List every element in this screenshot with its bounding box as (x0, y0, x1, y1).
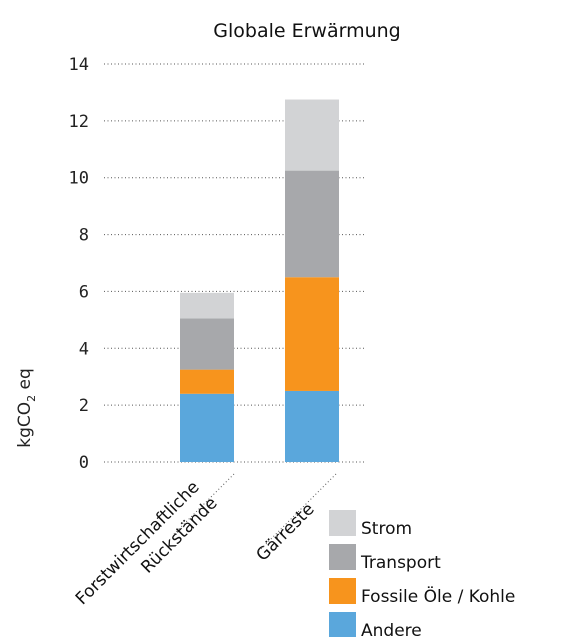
legend-swatch (329, 578, 356, 604)
y-tick-label: 4 (79, 339, 89, 359)
legend-label: Andere (361, 621, 422, 637)
legend-swatch (329, 612, 356, 637)
y-axis-label-tail: eq (15, 368, 35, 395)
bar-segment (180, 393, 234, 462)
legend-label: Fossile Öle / Kohle (361, 585, 515, 607)
y-axis-label-subscript: 2 (25, 395, 38, 402)
y-tick-label: 6 (79, 282, 89, 302)
category-leader (257, 473, 337, 553)
y-axis-label-main: kgCO (15, 402, 35, 448)
bars (180, 99, 339, 462)
bar-segment (180, 318, 234, 370)
bar-segment (180, 292, 234, 319)
legend-label: Transport (360, 553, 441, 573)
category-label: Gärreste (253, 499, 319, 565)
legend-swatch (329, 510, 356, 536)
y-tick-label: 0 (79, 453, 89, 473)
y-axis-ticks: 0 2 4 6 8 10 12 14 (69, 55, 89, 473)
y-tick-label: 10 (69, 169, 89, 189)
bar-segment (285, 99, 339, 171)
category-leader (173, 473, 235, 535)
legend: Strom Transport Fossile Öle / Kohle Andere (329, 510, 515, 637)
legend-swatch (329, 544, 356, 570)
y-tick-label: 8 (79, 226, 89, 246)
bar-segment (285, 390, 339, 462)
y-tick-label: 12 (69, 112, 89, 132)
bar-segment (180, 369, 234, 394)
y-tick-label: 14 (69, 55, 89, 75)
legend-label: Strom (361, 519, 412, 539)
chart-title: Globale Erwärmung (213, 20, 400, 42)
y-tick-label: 2 (79, 396, 89, 416)
bar-segment (285, 277, 339, 391)
bar-segment (285, 170, 339, 278)
y-axis-label: kgCO2 eq (15, 368, 38, 448)
